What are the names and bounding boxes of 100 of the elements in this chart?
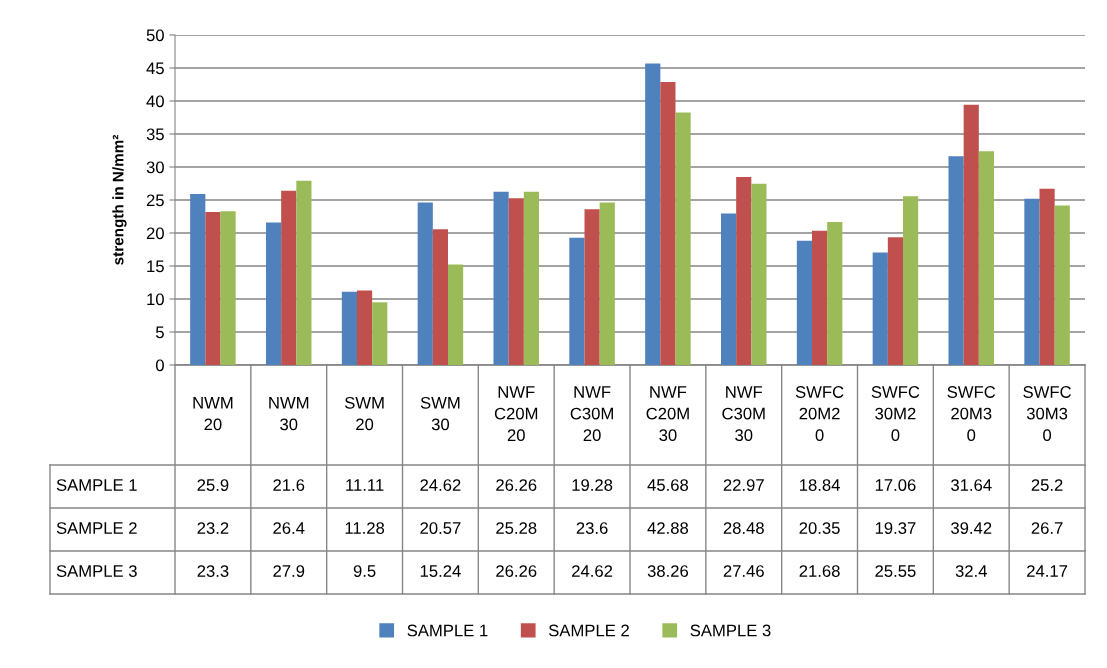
bar [751, 183, 767, 365]
y-tick-label: 15 [147, 260, 164, 273]
bar [645, 63, 661, 365]
bar [660, 81, 676, 365]
bar [675, 112, 691, 365]
bar [220, 211, 236, 365]
data-label: 27.46 [723, 565, 764, 577]
bar [584, 209, 600, 365]
bar [903, 196, 919, 365]
bar [1054, 205, 1070, 365]
legend-label: SAMPLE 1 [407, 624, 488, 637]
bar [872, 252, 888, 365]
y-tick-label: 25 [146, 194, 164, 207]
data-label: 11.28 [345, 522, 385, 534]
data-label: 20.57 [420, 522, 461, 534]
x-tick-label: NWM 20 [193, 397, 233, 431]
bar [948, 156, 964, 365]
data-label: 31.64 [951, 479, 992, 491]
data-label: 25.28 [496, 522, 537, 534]
bar [190, 194, 206, 365]
bar [432, 229, 448, 365]
data-label: 20.35 [799, 522, 840, 534]
y-tick-label: 5 [155, 326, 164, 339]
data-label: 26.26 [496, 565, 537, 577]
y-tick-label: 35 [146, 128, 164, 141]
y-axis-title: strength in N/mm² [112, 134, 127, 265]
data-label: 26.4 [273, 522, 305, 534]
legend-label: SAMPLE 3 [690, 624, 771, 637]
y-tick-label: 10 [147, 293, 164, 306]
data-label: 32.4 [955, 565, 987, 577]
bar [796, 240, 812, 365]
bar [357, 290, 373, 365]
data-label: 24.62 [572, 565, 613, 577]
data-label: 9.5 [353, 565, 376, 577]
bar [569, 237, 585, 365]
bar [417, 202, 433, 365]
data-label: 19.37 [875, 522, 916, 534]
x-tick-label: SWFC 30M3 0 [1023, 386, 1071, 442]
data-label: 39.42 [951, 522, 992, 534]
x-tick-label: SWFC 20M3 0 [947, 386, 996, 442]
bar [523, 191, 539, 365]
data-label: 25.9 [197, 479, 229, 491]
bar [493, 191, 509, 365]
legend-label: SAMPLE 2 [548, 624, 629, 637]
data-label: 19.28 [572, 479, 613, 491]
bar [963, 104, 979, 365]
bar [341, 291, 357, 365]
y-tick-label: 30 [146, 161, 164, 174]
data-label: 24.62 [420, 479, 461, 491]
data-label: 28.48 [723, 522, 764, 534]
bar [266, 222, 282, 365]
text: SAMPLE 1 [56, 479, 137, 491]
bar [508, 198, 524, 365]
bar [599, 202, 615, 365]
y-tick-label: 40 [146, 95, 164, 108]
bar [1039, 188, 1055, 365]
bar [205, 211, 221, 365]
x-tick-label: NWF C30M 20 [570, 386, 613, 442]
x-tick-label: SWM 30 [420, 396, 460, 431]
data-label: 21.68 [799, 565, 840, 577]
data-label: 23.6 [576, 522, 608, 534]
data-label: 25.2 [1031, 479, 1063, 491]
bar [1024, 198, 1040, 365]
bar [281, 190, 297, 365]
x-tick-label: SWFC 20M2 0 [795, 386, 844, 442]
y-tick-label: 45 [146, 62, 164, 75]
x-tick-label: NWF C20M 20 [494, 386, 538, 442]
data-label: 15.24 [420, 565, 461, 577]
data-label: 26.26 [496, 479, 537, 491]
x-tick-label: NWF C30M 30 [722, 386, 765, 442]
y-tick-label: 20 [146, 227, 164, 240]
data-label: 22.97 [723, 479, 764, 491]
data-label: 21.6 [273, 479, 305, 491]
bar [887, 237, 903, 365]
data-label: 26.7 [1031, 522, 1063, 534]
y-tick-label: 50 [146, 29, 164, 42]
bar [448, 264, 464, 365]
bar [812, 230, 828, 365]
data-label: 24.17 [1027, 565, 1068, 577]
bar [827, 221, 843, 365]
bar [296, 180, 312, 365]
data-label: 11.11 [346, 479, 384, 491]
x-tick-label: SWFC 30M2 0 [871, 386, 920, 442]
bar [372, 302, 388, 365]
data-label: 23.3 [197, 565, 229, 577]
bar [721, 213, 737, 365]
y-tick-label: 0 [155, 359, 164, 372]
text: SAMPLE 3 [56, 565, 137, 577]
bar [736, 177, 752, 365]
data-label: 42.88 [647, 522, 689, 534]
data-label: 17.06 [875, 479, 916, 491]
data-label: 45.68 [647, 479, 689, 491]
data-label: 23.2 [197, 522, 229, 534]
data-label: 38.26 [647, 565, 689, 577]
x-tick-label: SWM 20 [344, 396, 384, 431]
data-label: 25.55 [875, 565, 916, 577]
text: SAMPLE 2 [56, 522, 137, 534]
bar [978, 151, 994, 365]
data-label: 27.9 [273, 565, 305, 577]
data-label: 18.84 [800, 479, 840, 491]
